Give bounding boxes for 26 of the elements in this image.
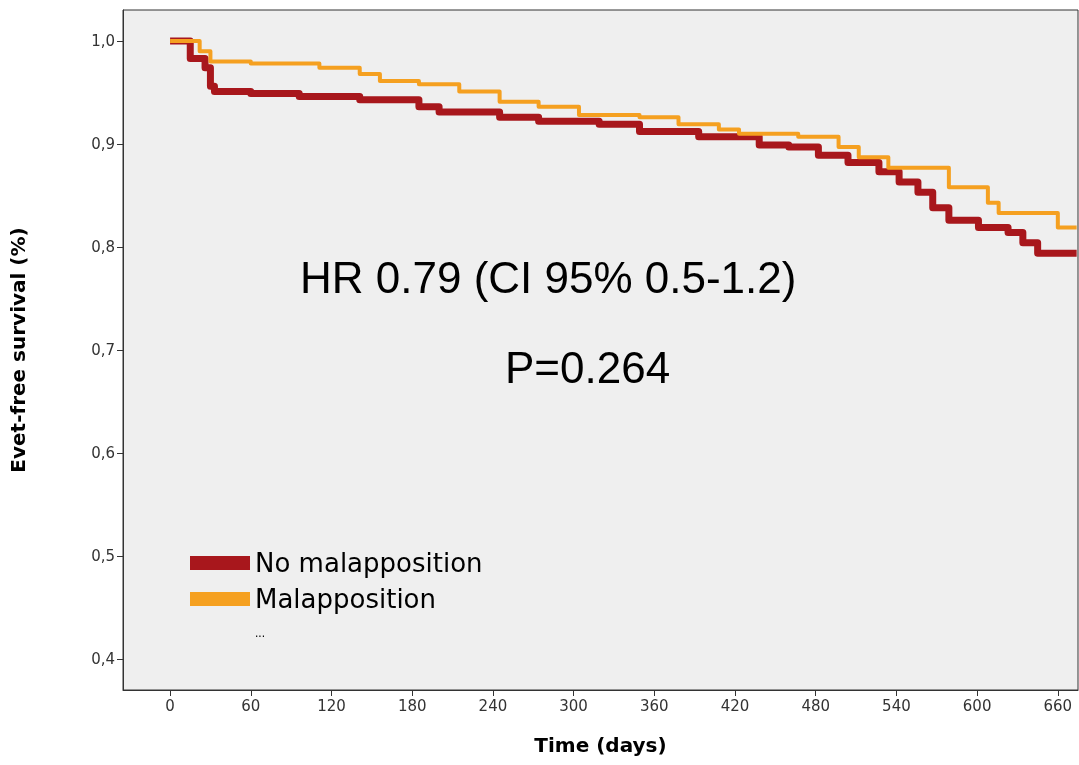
- x-tick-label: 120: [317, 696, 346, 715]
- x-tick-label: 600: [962, 696, 992, 715]
- x-tick-label: 300: [559, 696, 588, 715]
- annotation: HR 0.79 (CI 95% 0.5-1.2): [300, 252, 797, 302]
- y-tick-label: 0,4: [91, 650, 115, 669]
- x-axis-title: Time (days): [534, 733, 667, 757]
- x-tick-label: 240: [478, 696, 508, 715]
- x-tick-label: 480: [801, 696, 831, 715]
- annotation: P=0.264: [505, 342, 671, 392]
- x-tick-label: 540: [882, 696, 911, 715]
- legend-label: Malapposition: [255, 584, 437, 614]
- x-tick-label: 180: [397, 696, 427, 715]
- annotation: ...: [255, 626, 266, 640]
- y-tick-label: 0,9: [91, 134, 115, 153]
- y-tick-label: 0,6: [91, 444, 115, 463]
- y-axis-title: Evet-free survival (%): [6, 227, 30, 473]
- x-tick-label: 60: [241, 696, 261, 715]
- y-tick-label: 0,8: [91, 237, 115, 256]
- x-tick-label: 0: [165, 696, 175, 715]
- x-tick-label: 360: [639, 696, 669, 715]
- legend-label: No malapposition: [255, 548, 483, 578]
- x-tick-label: 660: [1043, 696, 1073, 715]
- x-tick-label: 420: [720, 696, 750, 715]
- y-tick-label: 0,7: [91, 341, 115, 359]
- y-tick-label: 1,0: [91, 31, 115, 50]
- y-tick-label: 0,5: [91, 547, 115, 566]
